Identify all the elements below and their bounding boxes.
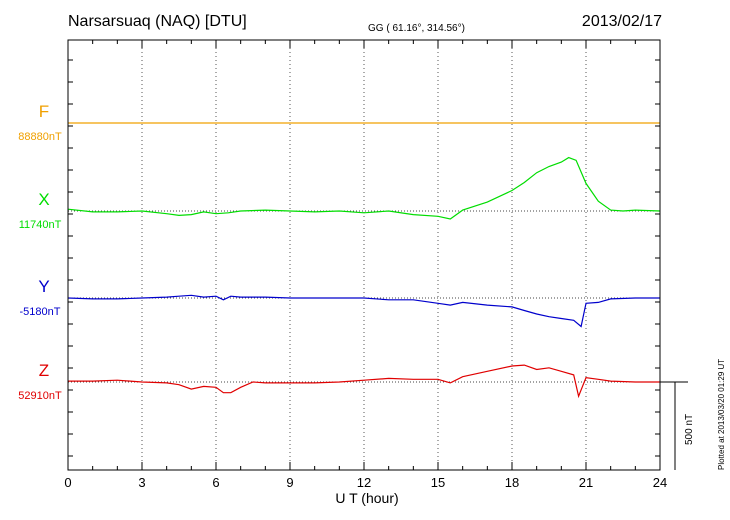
x-tick-label: 18 <box>505 475 519 490</box>
series-line-x <box>67 156 661 220</box>
x-tick-labels: 0 3 6 9 12 15 18 21 24 <box>64 475 667 490</box>
x-tick-label: 12 <box>357 475 371 490</box>
baseline-value-z: 52910nT <box>18 390 62 402</box>
x-tick-label: 24 <box>653 475 667 490</box>
x-axis-label: U T (hour) <box>335 490 398 506</box>
series-group <box>67 122 661 399</box>
scale-bar-label: 500 nT <box>684 414 695 445</box>
x-tick-label: 15 <box>431 475 445 490</box>
plotted-timestamp: Plotted at 2013/03/20 01:29 UT <box>717 359 726 470</box>
x-tick-label: 6 <box>212 475 219 490</box>
x-tick-label: 3 <box>138 475 145 490</box>
baseline-value-f: 88880nT <box>18 131 62 143</box>
grid <box>141 40 587 470</box>
x-tick-label: 21 <box>579 475 593 490</box>
x-tick-label: 0 <box>64 475 71 490</box>
component-labels: F 88880nT X 11740nT Y -5180nT Z 52910nT <box>18 102 62 402</box>
x-tick-label: 9 <box>286 475 293 490</box>
component-name-x: X <box>38 190 49 209</box>
coordinates-label: GG ( 61.16°, 314.56°) <box>368 23 465 34</box>
axis-ticks <box>67 40 661 470</box>
series-line-y <box>67 294 660 328</box>
component-name-z: Z <box>39 361 49 380</box>
date-label: 2013/02/17 <box>582 13 662 30</box>
component-name-f: F <box>39 102 49 121</box>
baseline-value-x: 11740nT <box>19 219 62 231</box>
component-name-y: Y <box>38 277 49 296</box>
plot-frame <box>67 39 661 471</box>
baseline-value-y: -5180nT <box>20 306 61 318</box>
series-line-z <box>68 364 660 399</box>
station-title: Narsarsuaq (NAQ) [DTU] <box>68 13 247 30</box>
